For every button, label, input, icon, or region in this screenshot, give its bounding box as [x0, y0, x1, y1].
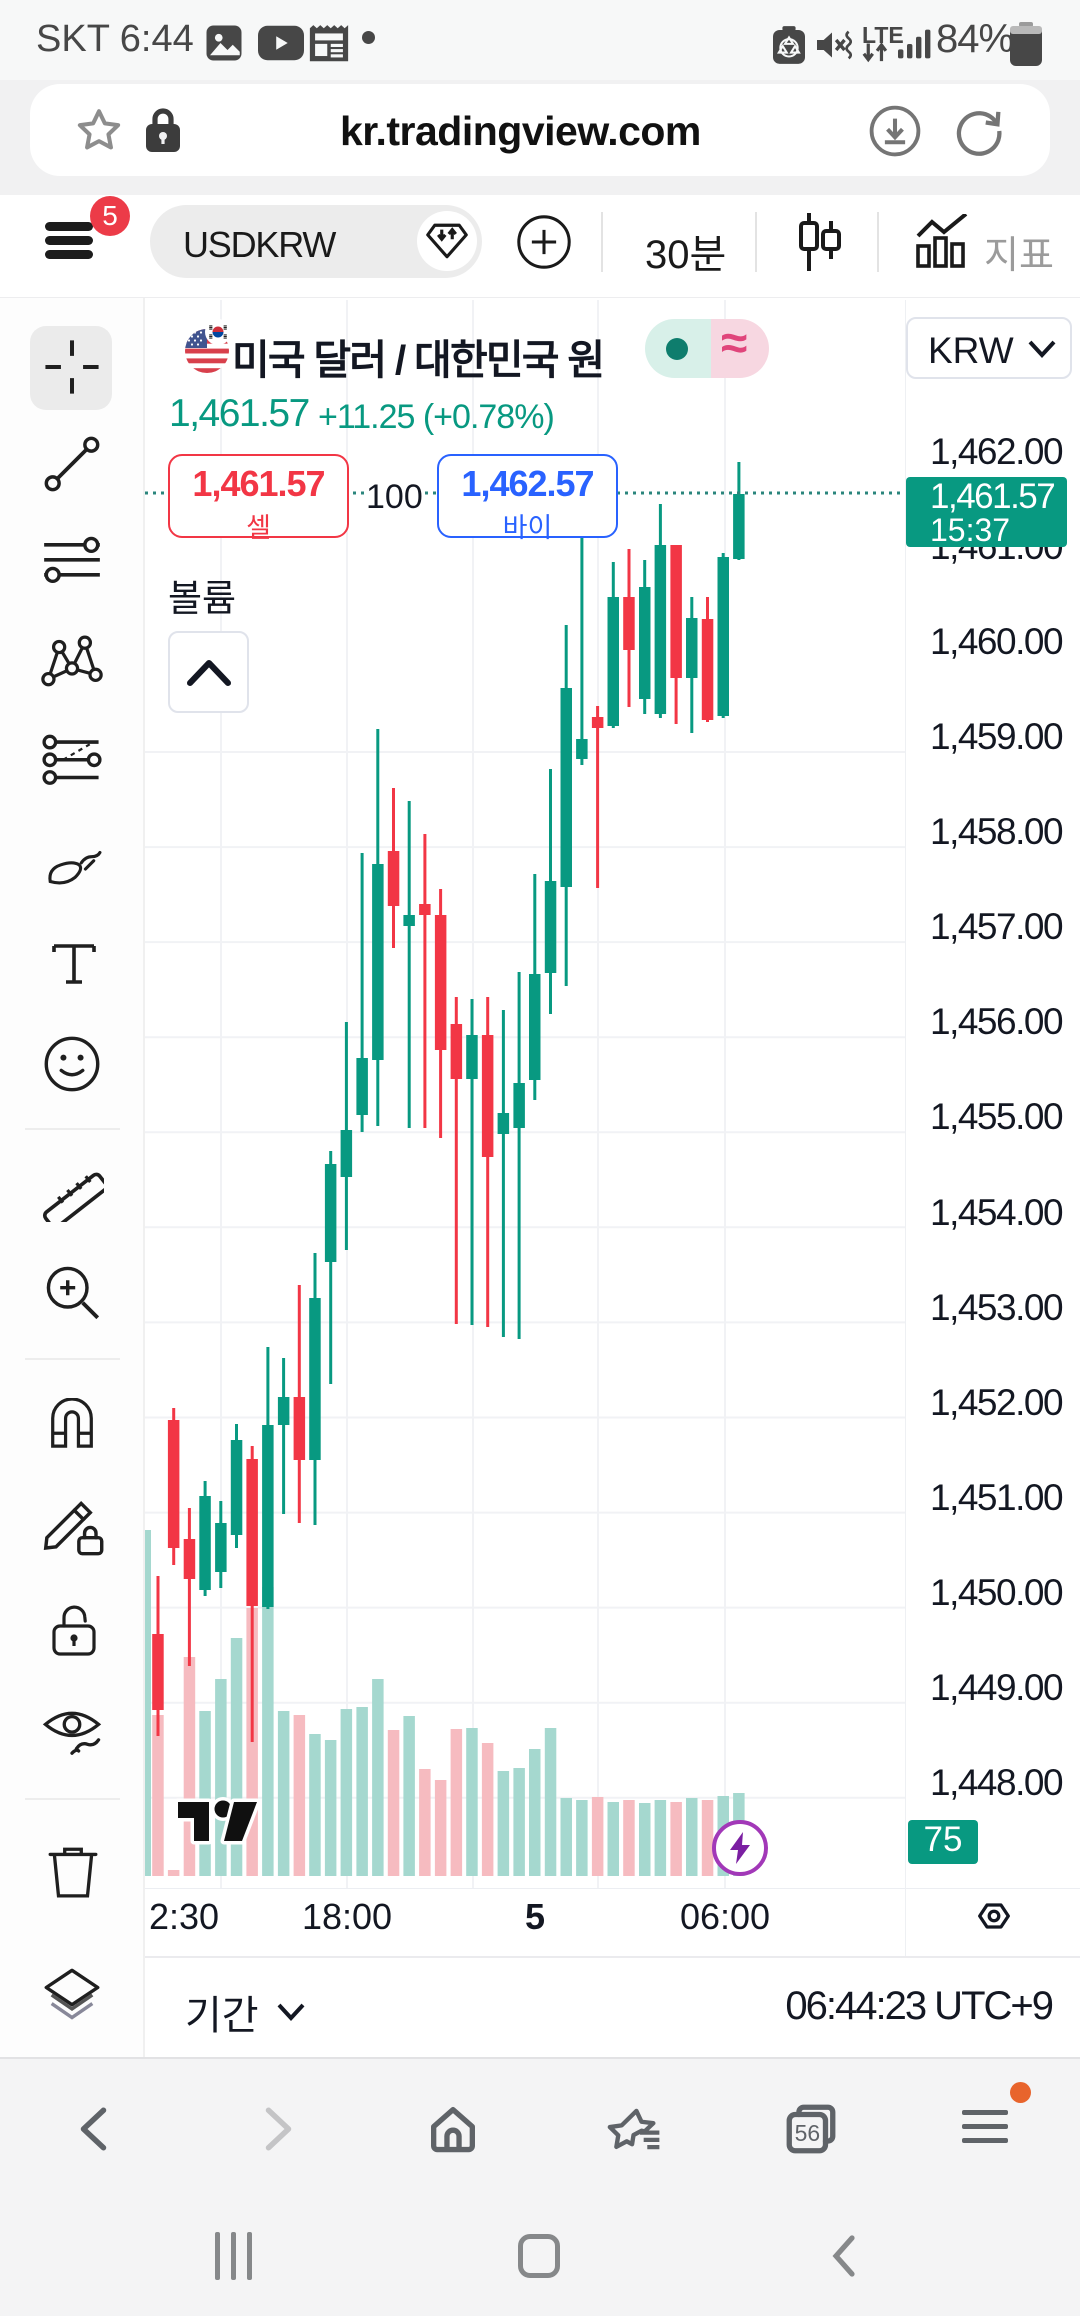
svg-text:56: 56 [795, 2120, 821, 2146]
